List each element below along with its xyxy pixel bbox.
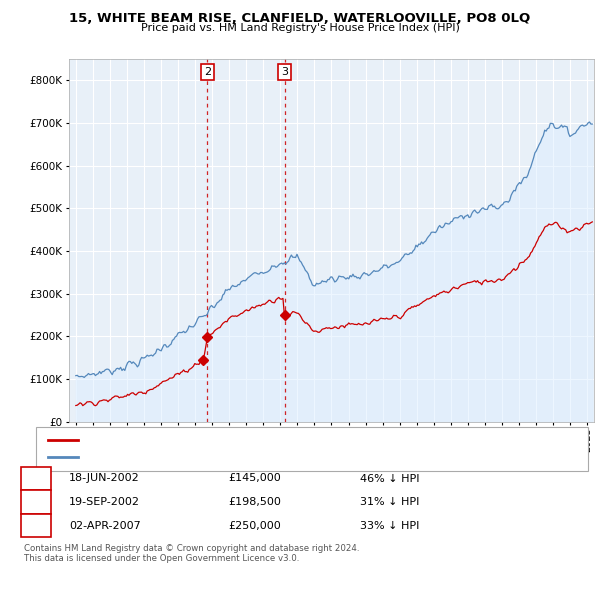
Text: HPI: Average price, detached house, East Hampshire: HPI: Average price, detached house, East…	[84, 453, 335, 461]
Text: £198,500: £198,500	[228, 497, 281, 507]
Text: 15, WHITE BEAM RISE, CLANFIELD, WATERLOOVILLE, PO8 0LQ (detached house): 15, WHITE BEAM RISE, CLANFIELD, WATERLOO…	[84, 436, 463, 445]
Text: 3: 3	[281, 67, 288, 77]
Text: 33% ↓ HPI: 33% ↓ HPI	[360, 521, 419, 530]
Text: 19-SEP-2002: 19-SEP-2002	[69, 497, 140, 507]
Text: 3: 3	[32, 519, 40, 532]
Text: 1: 1	[32, 472, 40, 485]
Text: Contains HM Land Registry data © Crown copyright and database right 2024.: Contains HM Land Registry data © Crown c…	[24, 545, 359, 553]
Text: 31% ↓ HPI: 31% ↓ HPI	[360, 497, 419, 507]
Text: 15, WHITE BEAM RISE, CLANFIELD, WATERLOOVILLE, PO8 0LQ: 15, WHITE BEAM RISE, CLANFIELD, WATERLOO…	[70, 12, 530, 25]
Text: This data is licensed under the Open Government Licence v3.0.: This data is licensed under the Open Gov…	[24, 554, 299, 563]
Text: 46% ↓ HPI: 46% ↓ HPI	[360, 474, 419, 483]
Text: Price paid vs. HM Land Registry's House Price Index (HPI): Price paid vs. HM Land Registry's House …	[140, 23, 460, 33]
Text: £145,000: £145,000	[228, 474, 281, 483]
Text: 2: 2	[32, 496, 40, 509]
Text: 18-JUN-2002: 18-JUN-2002	[69, 474, 140, 483]
Text: £250,000: £250,000	[228, 521, 281, 530]
Text: 2: 2	[204, 67, 211, 77]
Text: 02-APR-2007: 02-APR-2007	[69, 521, 141, 530]
